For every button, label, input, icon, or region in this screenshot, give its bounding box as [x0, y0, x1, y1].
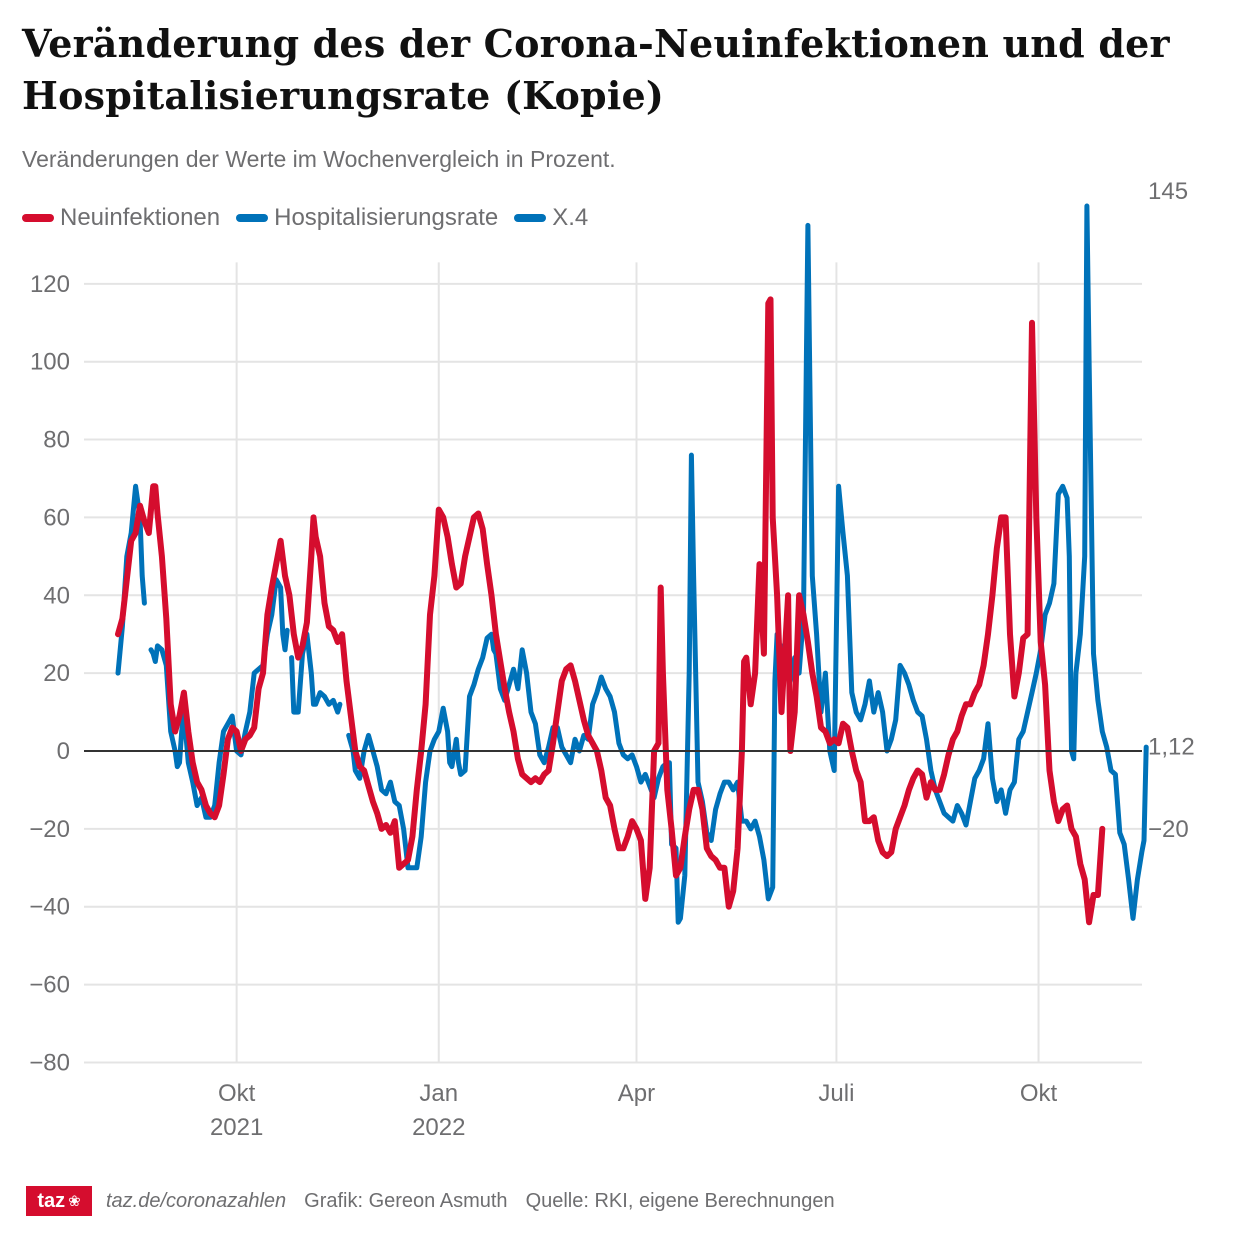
legend-swatch-x4: [514, 214, 547, 222]
y-tick-label: 60: [43, 504, 70, 531]
legend-item-neuinfektionen[interactable]: Neuinfektionen: [22, 204, 220, 232]
y-tick-label: 20: [43, 660, 70, 687]
y-tick-label: 40: [43, 582, 70, 609]
x-tick-label: Juli: [818, 1080, 854, 1107]
x-tick-sublabel: 2021: [210, 1114, 263, 1141]
right-value-label: −20: [1148, 816, 1189, 843]
legend-item-hospitalisierungsrate[interactable]: Hospitalisierungsrate: [236, 204, 498, 232]
right-value-label: 145: [1148, 178, 1188, 205]
y-tick-label: 120: [30, 271, 70, 298]
y-tick-label: −80: [29, 1049, 70, 1076]
right-value-label: 1,12: [1148, 734, 1195, 761]
y-tick-label: 0: [57, 738, 70, 765]
series-line-neuinfektionen: [115, 296, 1106, 926]
legend-label: X.4: [552, 204, 589, 231]
series-line-hospitalisierungsrate: [346, 203, 1149, 925]
x-tick-label: Okt: [1020, 1080, 1058, 1107]
y-tick-label: −40: [29, 894, 70, 921]
legend-label: Hospitalisierungsrate: [274, 204, 499, 231]
chart-subtitle: Veränderungen der Werte im Wochenverglei…: [22, 146, 616, 172]
y-tick-label: −20: [29, 816, 70, 843]
legend: Neuinfektionen Hospitalisierungsrate X.4: [22, 204, 604, 232]
series-lines: [115, 203, 1149, 926]
right-labels: 145 1,12 −20: [1148, 178, 1195, 843]
x-tick-label: Jan: [419, 1080, 458, 1107]
x-tick-label: Okt: [218, 1080, 256, 1107]
paw-icon: ❀: [68, 1193, 81, 1210]
series-line-hospitalisierungsrate: [289, 631, 343, 715]
taz-logo-text: taz: [37, 1189, 66, 1212]
footer-url[interactable]: taz.de/coronazahlen: [106, 1189, 287, 1212]
legend-item-x4[interactable]: X.4: [514, 204, 588, 232]
legend-label: Neuinfektionen: [60, 204, 221, 231]
x-tick-label: Apr: [618, 1080, 655, 1107]
x-axis-ticks: Okt 2021 Jan 2022 Apr Juli Okt: [210, 1080, 1058, 1141]
legend-swatch-neuinfektionen: [22, 214, 54, 222]
y-tick-label: 100: [30, 349, 70, 376]
y-axis-ticks: −80 −60 −40 −20 0 20 40 60 80 100 120: [29, 271, 70, 1077]
footer-source: Quelle: RKI, eigene Berechnungen: [525, 1189, 835, 1212]
y-tick-label: −60: [29, 972, 70, 999]
x-tick-sublabel: 2022: [412, 1114, 465, 1141]
footer-credit: Grafik: Gereon Asmuth: [304, 1189, 508, 1212]
footer: taz ❀ taz.de/coronazahlen Grafik: Gereon…: [26, 1186, 835, 1216]
chart-title: Veränderung des der Corona-Neuinfektione…: [22, 21, 1170, 118]
legend-swatch-hospitalisierungsrate: [236, 214, 269, 222]
y-tick-label: 80: [43, 427, 70, 454]
taz-logo[interactable]: taz ❀: [26, 1186, 92, 1216]
